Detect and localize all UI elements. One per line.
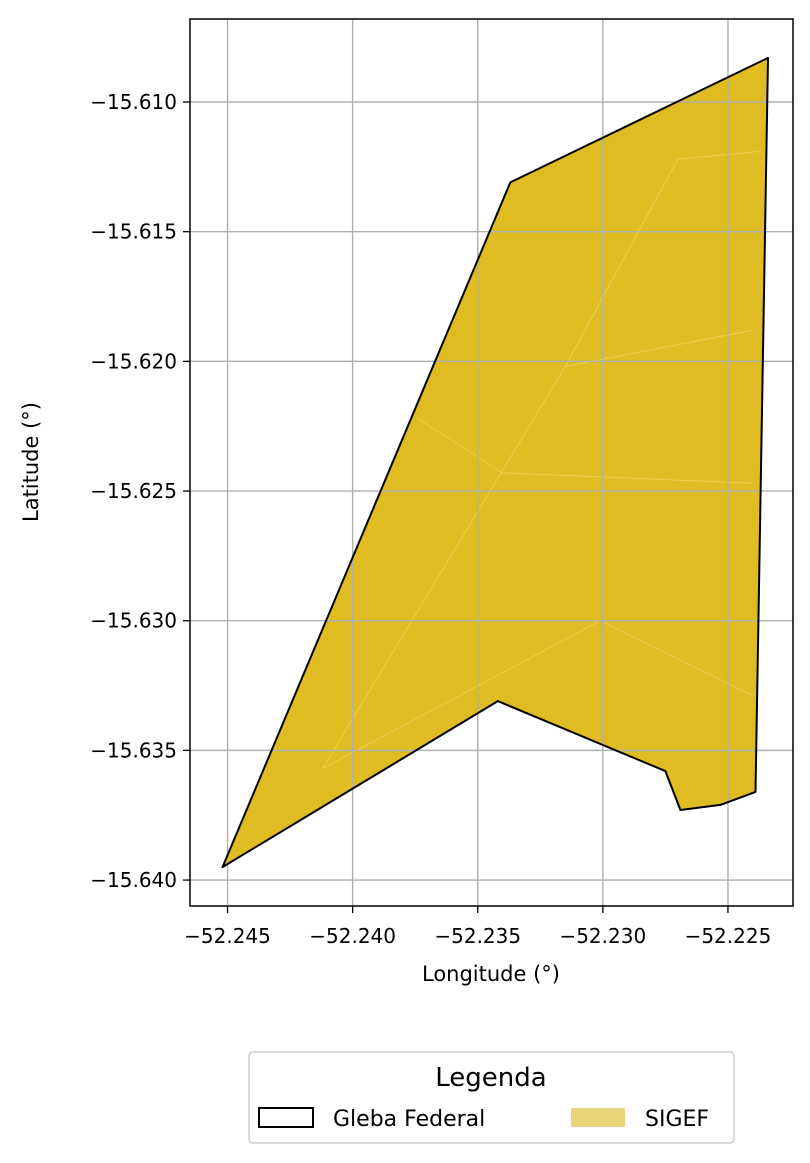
y-axis-label: Latitude (°) <box>19 402 43 522</box>
y-tick-label: −15.640 <box>90 868 177 892</box>
legend-sigef-label: SIGEF <box>645 1107 709 1132</box>
y-tick-label: −15.625 <box>90 479 177 503</box>
y-tick-label: −15.630 <box>90 609 177 633</box>
legend-gleba-label: Gleba Federal <box>333 1107 485 1132</box>
x-tick-label: −52.245 <box>184 924 271 948</box>
legend: Legenda Gleba Federal SIGEF <box>249 1052 734 1143</box>
x-tick-label: −52.235 <box>434 924 521 948</box>
y-tick-label: −15.635 <box>90 738 177 762</box>
x-tick-label: −52.230 <box>559 924 646 948</box>
y-tick-label: −15.620 <box>90 349 177 373</box>
x-axis-label: Longitude (°) <box>422 962 560 986</box>
x-tick-label: −52.225 <box>685 924 772 948</box>
x-tick-label: −52.240 <box>309 924 396 948</box>
legend-sigef-swatch <box>571 1108 625 1127</box>
y-tick-label: −15.610 <box>90 90 177 114</box>
legend-title: Legenda <box>435 1063 546 1093</box>
y-tick-label: −15.615 <box>90 220 177 244</box>
